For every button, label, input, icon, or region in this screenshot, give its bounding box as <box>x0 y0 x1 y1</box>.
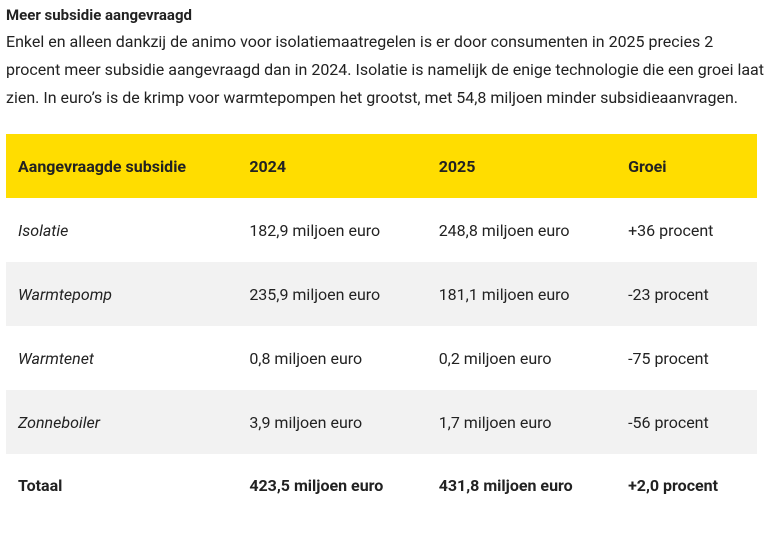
table-cell: +36 procent <box>628 220 714 240</box>
table: Aangevraagde subsidie 2024 2025 Groei Isola… <box>6 134 757 516</box>
intro: Enkel en alleen dankzij de animo voor is… <box>6 32 764 107</box>
table-cell: Zonneboiler <box>6 390 238 454</box>
table-cell: 235,9 miljoen euro <box>237 262 427 326</box>
table-cell: +2,0 procent <box>628 475 719 495</box>
table-cell: -23 procent <box>616 262 757 326</box>
column-header: 2024 <box>237 134 427 198</box>
table-cell: -75 procent <box>628 348 709 368</box>
column-header: Groei <box>616 134 757 198</box>
table-cell: 423,5 miljoen euro <box>249 475 384 495</box>
table-cell: 1,7 miljoen euro <box>426 390 617 454</box>
table-row: Isolatie 182,9 miljoen euro 248,8 miljoen … <box>6 198 757 262</box>
table-cell: Warmtenet <box>18 348 94 368</box>
table-cell: Totaal <box>18 475 63 495</box>
column-header: 2025 <box>426 134 617 198</box>
table-cell: 3,9 miljoen euro <box>237 390 427 454</box>
table-cell: 0,8 miljoen euro <box>249 348 363 368</box>
header-row: Aangevraagde subsidie 2024 2025 Groei <box>6 134 757 198</box>
article: Meer subsidie aangevraagd Enkel en allee… <box>6 6 764 516</box>
table-cell: 0,2 miljoen euro <box>438 348 552 368</box>
table-cell: 431,8 miljoen euro <box>438 475 573 495</box>
title: Meer subsidie aangevraagd <box>6 6 192 24</box>
table-row: Warmtepomp 235,9 miljoen euro 181,1 miljoe… <box>6 262 757 326</box>
table-cell: -56 procent <box>616 390 757 454</box>
table-row: Zonneboiler 3,9 miljoen euro 1,7 miljoen e… <box>6 390 757 454</box>
table-cell: Warmtepomp <box>6 262 238 326</box>
table-cell: Isolatie <box>18 220 69 240</box>
table-row: Warmtenet 0,8 miljoen euro 0,2 miljoen eur… <box>6 326 757 390</box>
table-cell: 182,9 miljoen euro <box>249 220 381 240</box>
column-header: Aangevraagde subsidie <box>6 134 238 198</box>
table-cell: 181,1 miljoen euro <box>426 262 617 326</box>
table-row: Totaal 423,5 miljoen euro 431,8 miljoen eu… <box>6 454 757 516</box>
table-cell: 248,8 miljoen euro <box>438 220 570 240</box>
